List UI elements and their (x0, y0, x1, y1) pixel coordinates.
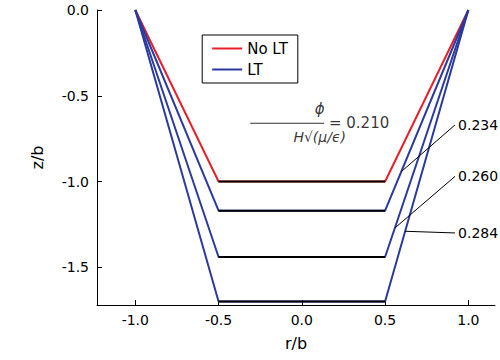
svg-text:0.234: 0.234 (458, 117, 498, 133)
svg-text:-1.5: -1.5 (62, 259, 89, 275)
svg-text:r/b: r/b (285, 334, 307, 353)
svg-text:= 0.210: = 0.210 (324, 114, 390, 133)
svg-text:ϕ: ϕ (314, 100, 325, 119)
svg-text:-1.0: -1.0 (122, 312, 149, 328)
svg-text:1.0: 1.0 (457, 312, 479, 328)
svg-text:0.0: 0.0 (67, 2, 89, 18)
svg-text:0.260: 0.260 (458, 168, 498, 184)
svg-text:No LT: No LT (247, 40, 288, 58)
svg-text:-1.0: -1.0 (62, 174, 89, 190)
svg-text:0.5: 0.5 (374, 312, 396, 328)
svg-text:-0.5: -0.5 (62, 88, 89, 104)
svg-text:LT: LT (247, 61, 263, 79)
svg-text:z/b: z/b (28, 146, 47, 170)
svg-text:0.0: 0.0 (291, 312, 313, 328)
svg-text:-0.5: -0.5 (205, 312, 232, 328)
svg-text:0.284: 0.284 (458, 225, 498, 241)
svg-text:H√(μ/ϵ): H√(μ/ϵ) (293, 129, 346, 145)
